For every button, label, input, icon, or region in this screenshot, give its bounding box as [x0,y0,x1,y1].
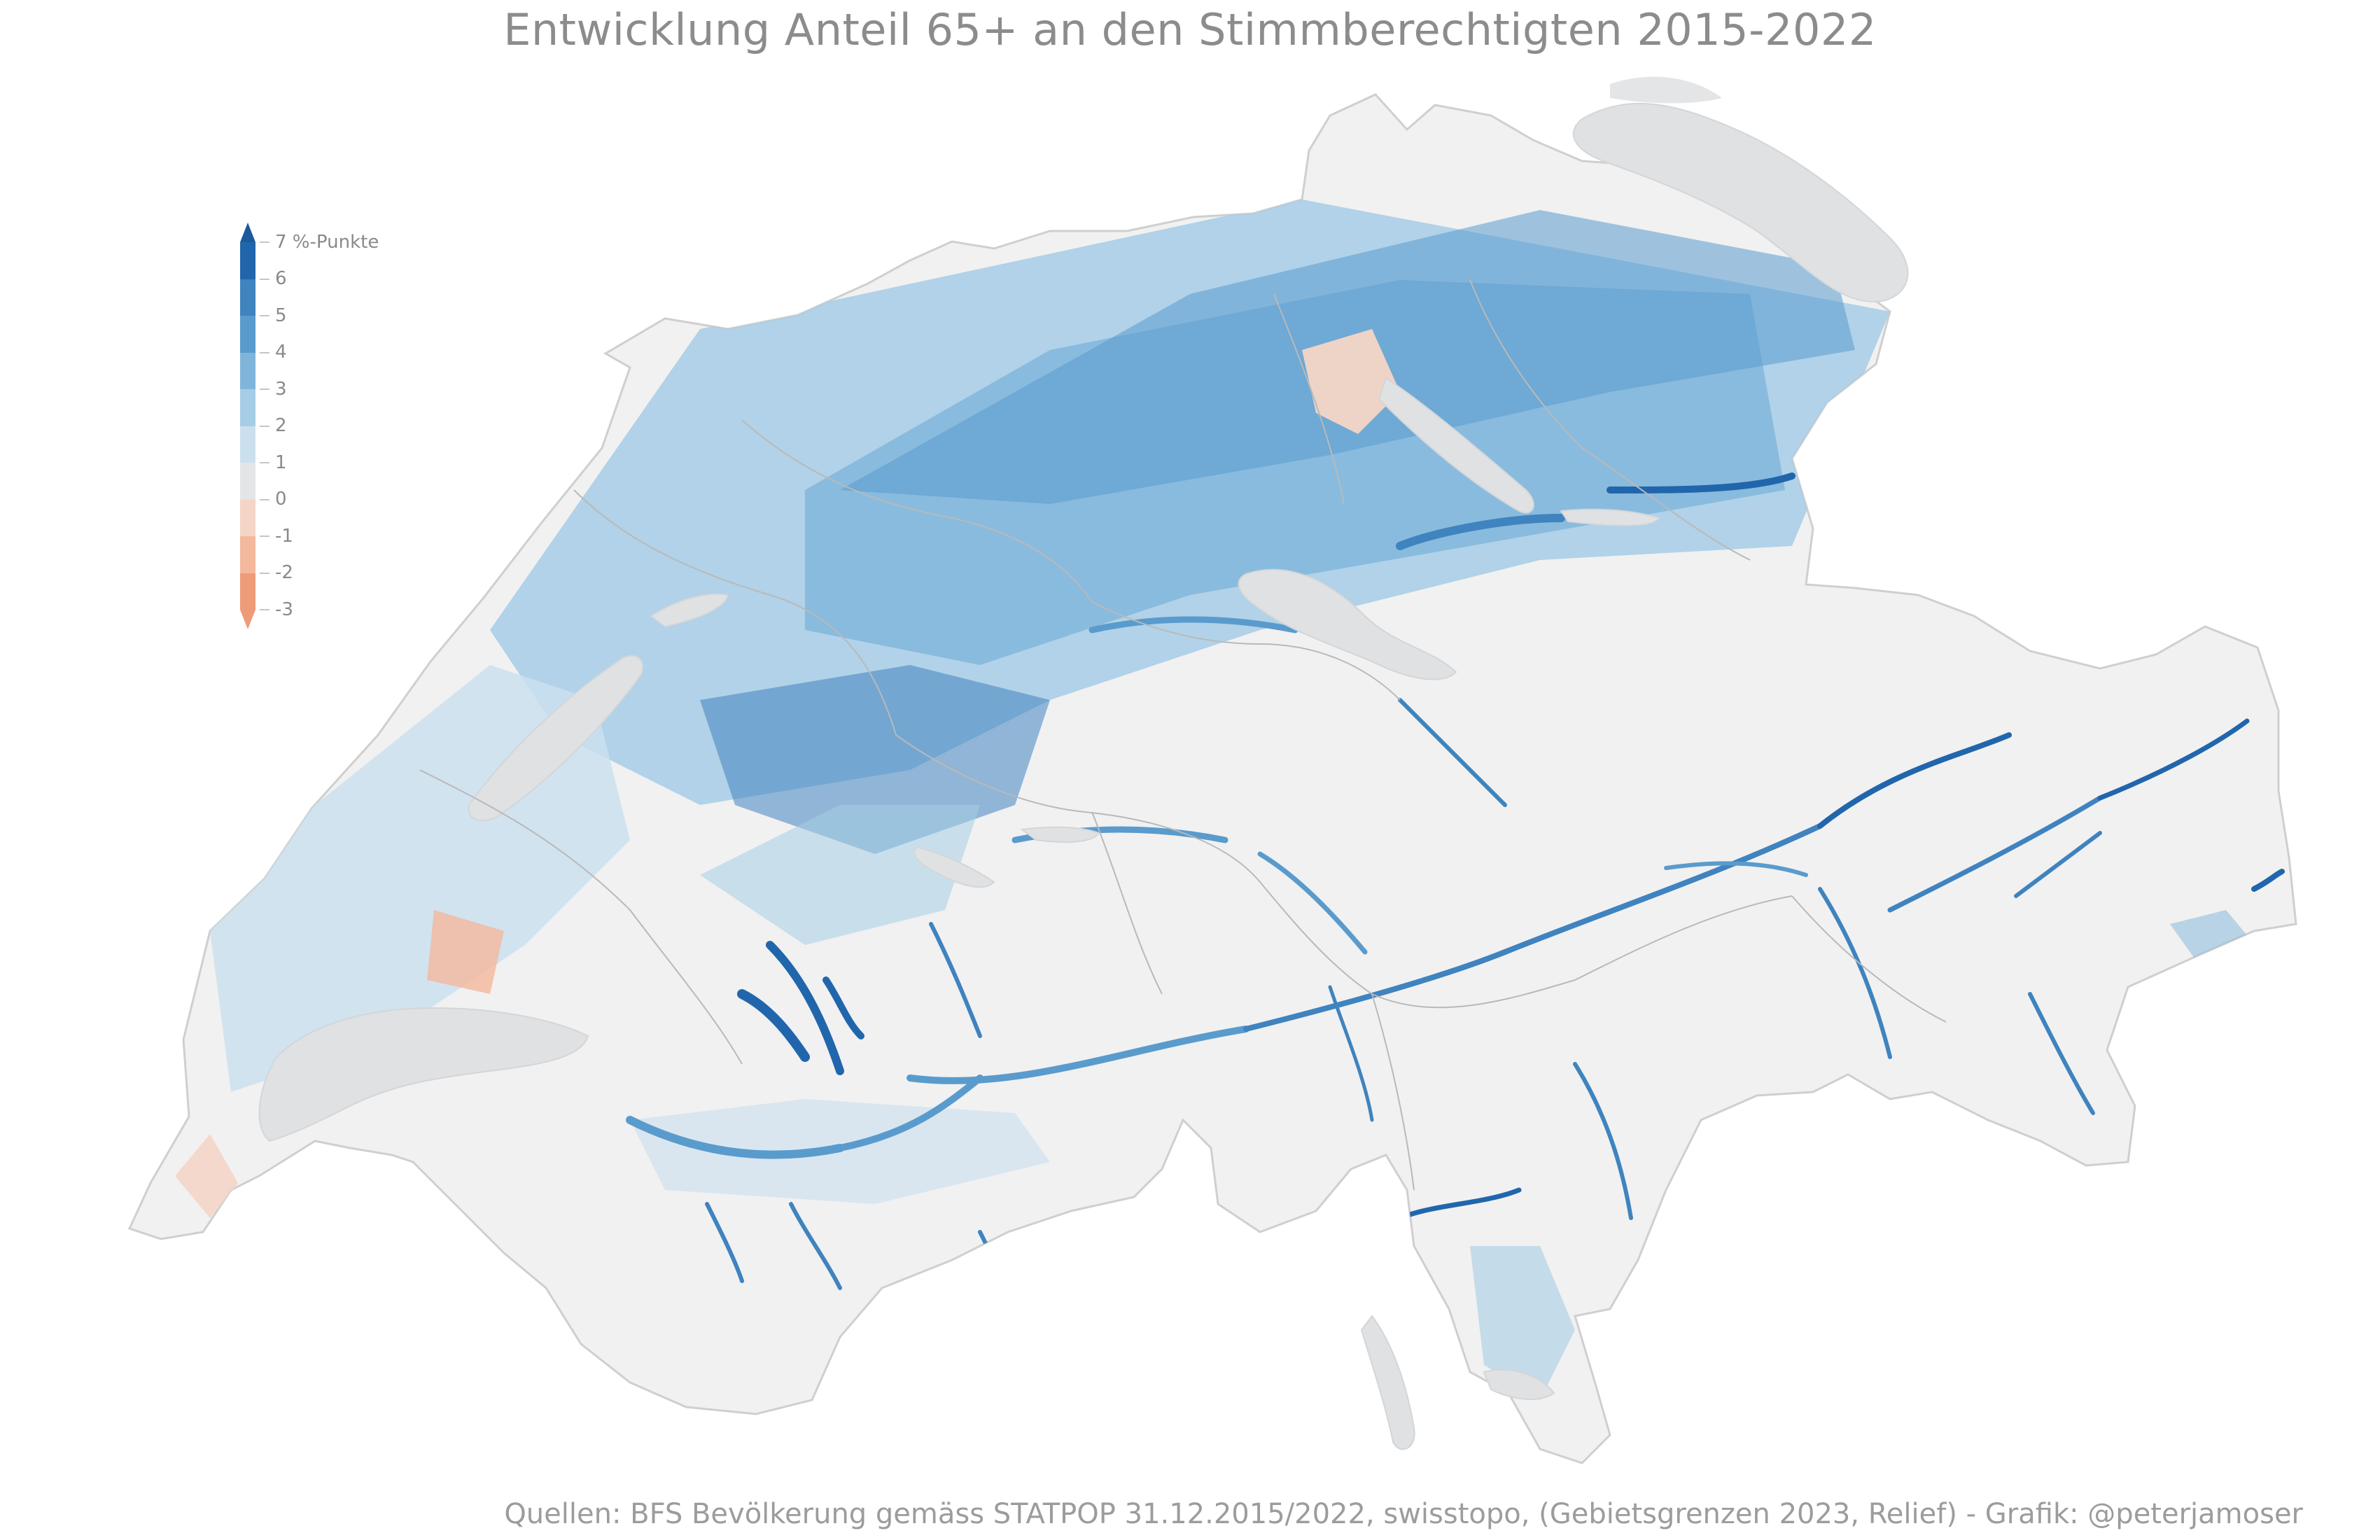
lake-maggiore [1360,1315,1415,1450]
legend-tick [260,609,270,610]
lake-lugano [1483,1368,1555,1401]
legend-tick [260,536,270,537]
alpine-valleys [626,472,2285,1318]
lake-geneva [258,1007,589,1142]
legend-label: 5 [275,305,287,326]
legend-tick [260,573,270,574]
legend-tick [260,352,270,354]
legend-swatch [240,279,255,316]
legend-tick [260,462,270,463]
legend-tick [260,315,270,316]
lake-zurich [1378,377,1534,514]
legend-swatch [240,463,255,500]
legend-tick [260,241,270,243]
legend-label: 4 [275,342,287,363]
legend-label-top: 7 %-Punkte [275,232,379,253]
legend-top-arrow-icon [240,223,255,242]
legend-label: 1 [275,452,287,473]
lake-lucerne [1238,568,1457,680]
legend-label: 2 [275,415,287,436]
legend-label: -3 [275,599,293,620]
legend-color-bar [240,242,255,610]
legend-swatch [240,499,255,536]
legend-tick [260,388,270,390]
legend-swatch [240,573,255,610]
lakes [258,102,1909,1450]
color-legend: 7 %-Punkte 6 5 4 3 2 1 0 -1 -2 -3 [227,223,438,643]
legend-swatch [240,389,255,426]
lake-walen [1560,508,1660,526]
legend-label: 3 [275,379,287,400]
lake-constance [1572,102,1909,303]
legend-tick [260,499,270,500]
legend-swatch [240,316,255,353]
lake-biel [650,593,729,628]
lake-neuchatel [468,654,644,822]
choropleth-municipalities [175,200,2261,1400]
legend-label: 0 [275,489,287,510]
neighbouring-lakes [1610,76,1722,104]
source-credits: Quellen: BFS Bevölkerung gemäss STATPOP … [504,1498,2303,1530]
legend-label: 6 [275,268,287,289]
legend-bottom-arrow-icon [240,610,255,629]
legend-swatch [240,426,255,463]
legend-tick [260,279,270,280]
legend-label: -2 [275,562,293,583]
legend-swatch [240,352,255,389]
legend-tick [260,426,270,427]
legend-label: -1 [275,526,293,547]
lake-thun [913,846,995,888]
legend-swatch [240,536,255,573]
lake-brienz [1020,826,1100,843]
legend-swatch [240,242,255,279]
map-title: Entwicklung Anteil 65+ an den Stimmberec… [503,4,1877,55]
canton-borders [419,279,1947,1191]
